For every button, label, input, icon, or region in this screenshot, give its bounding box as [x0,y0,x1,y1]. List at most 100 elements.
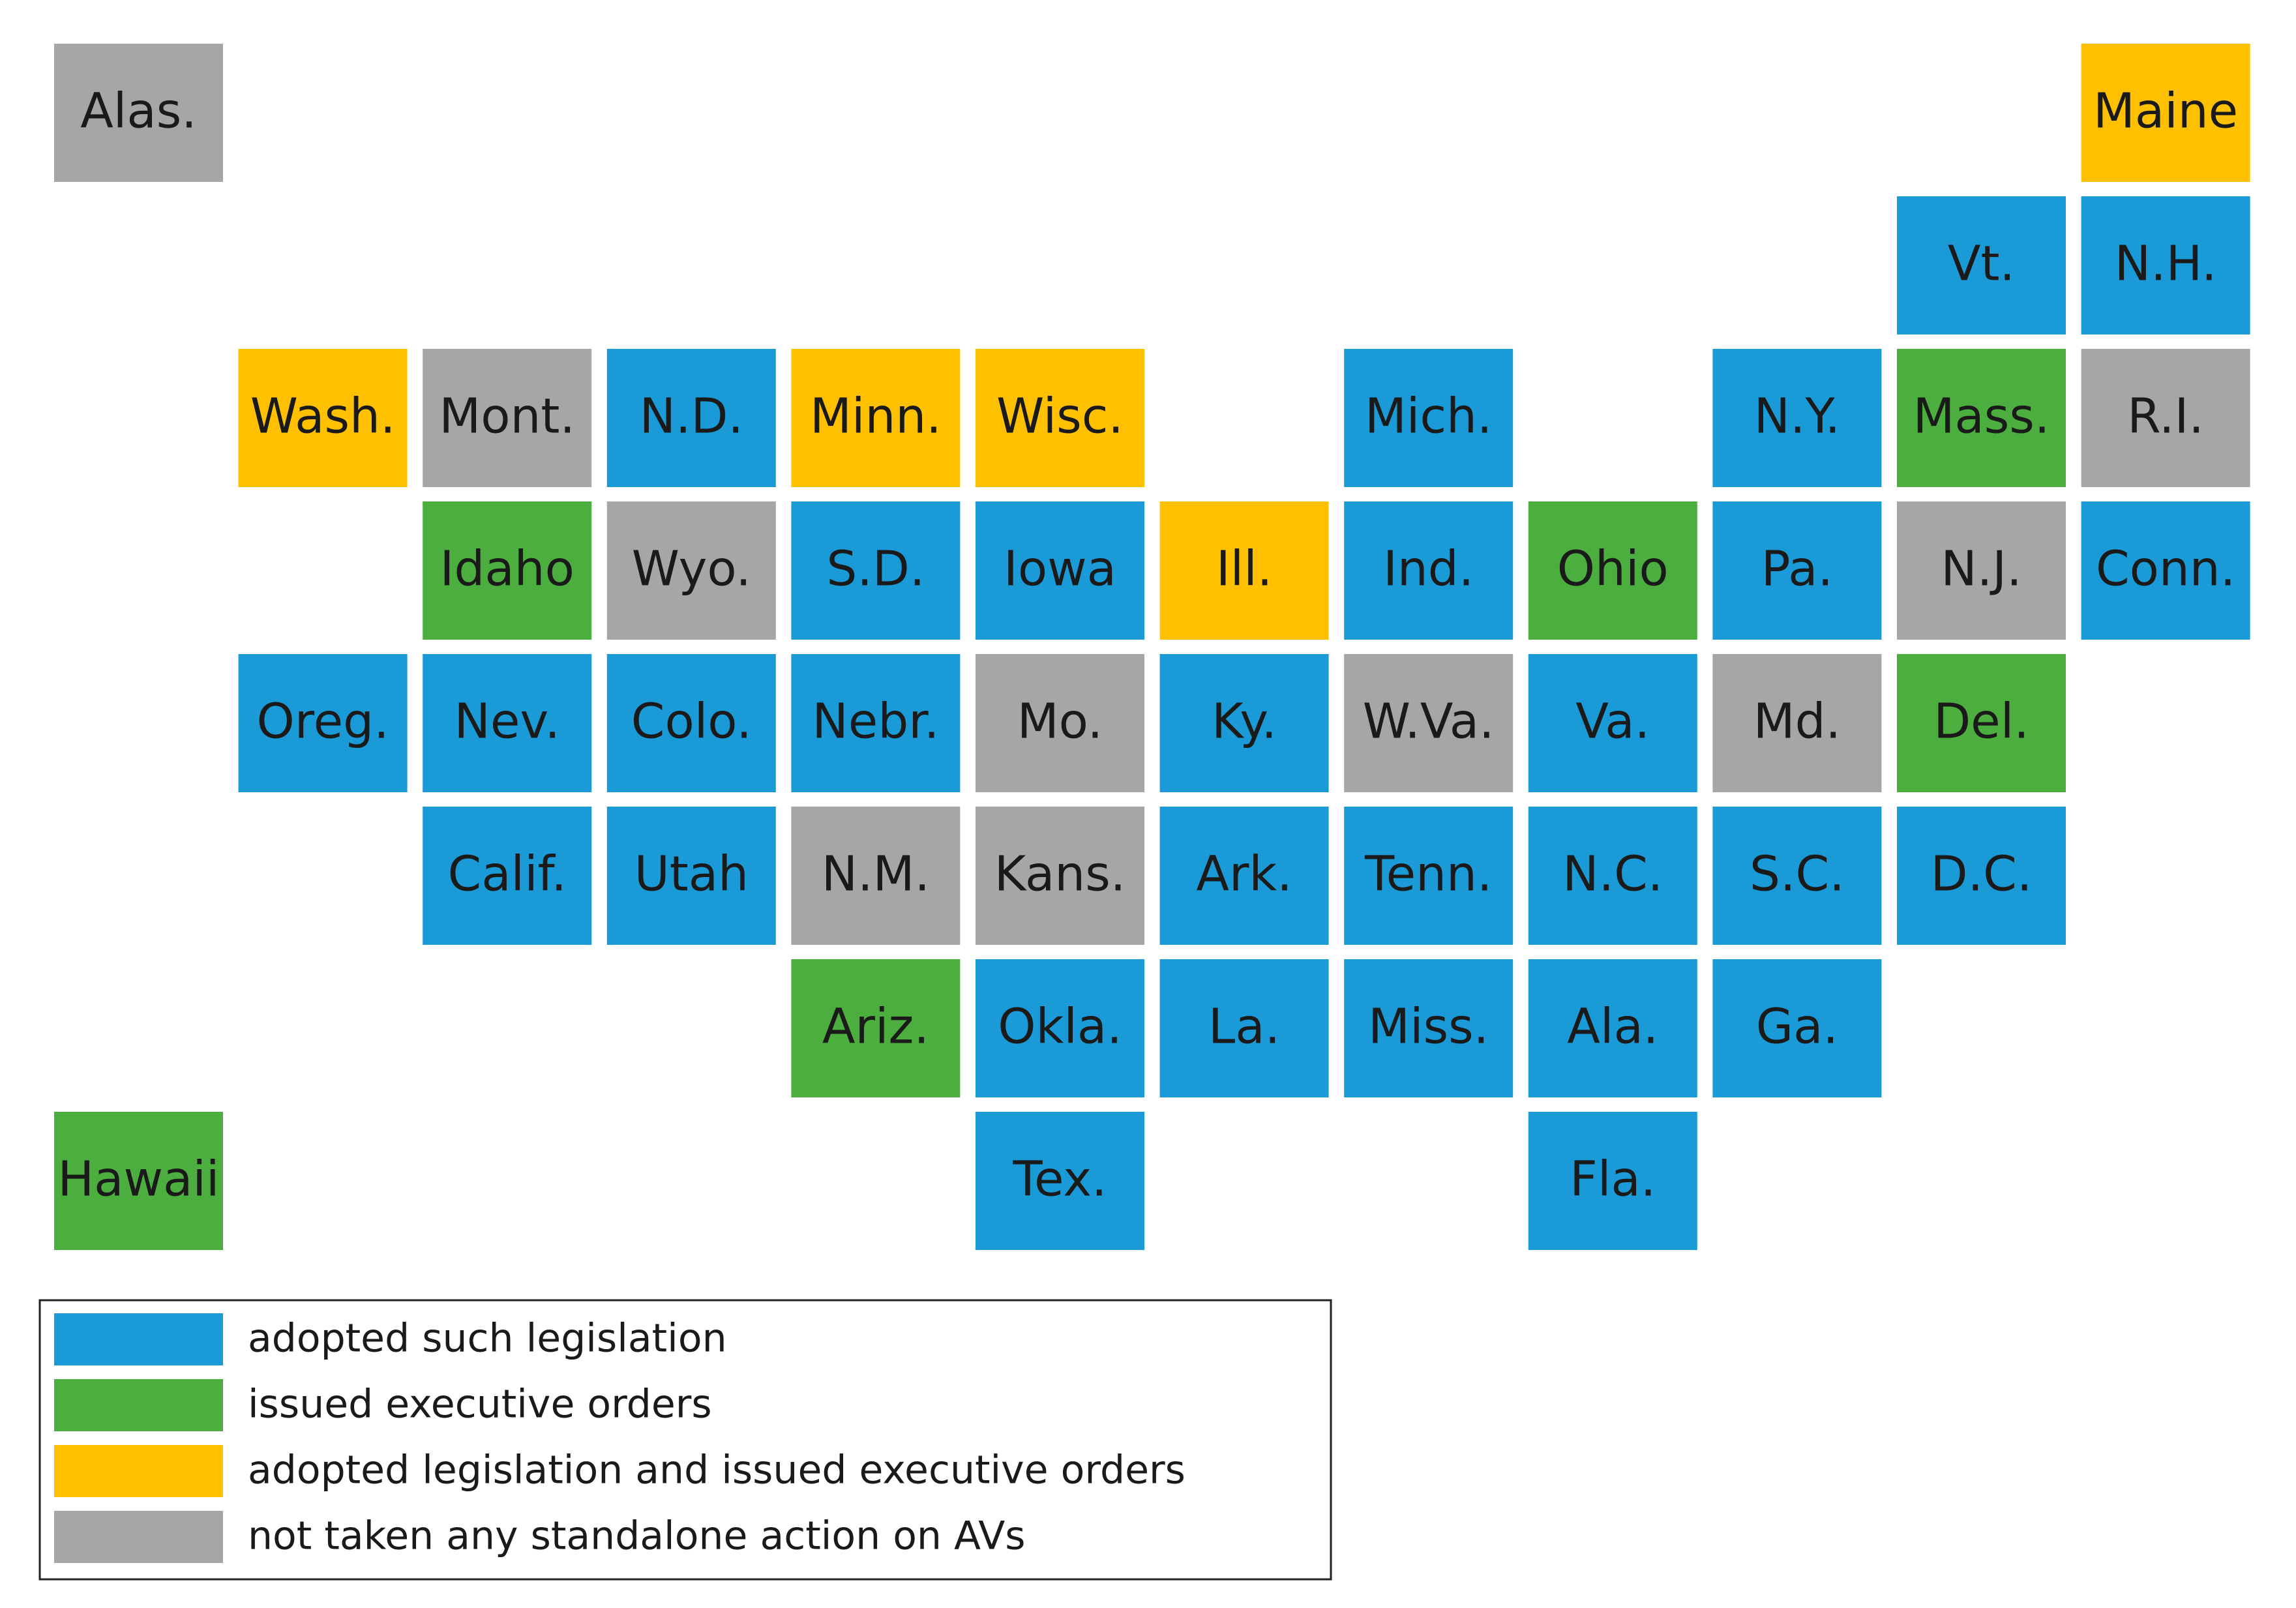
state-tile [1528,654,1697,792]
state-label: Ill. [1216,541,1272,597]
legend-label: issued executive orders [248,1382,712,1427]
state-tile [2081,349,2250,487]
state-tile [976,501,1144,640]
state-tile [606,807,776,945]
state-label: Wash. [250,389,396,445]
state-tile [1528,959,1697,1097]
state-label: Idaho [440,541,574,597]
state-tile [423,807,592,945]
legend-box [38,1299,1332,1581]
state-tile [1159,959,1329,1097]
state-tile [238,654,408,792]
state-label: Ala. [1567,999,1658,1055]
state-tile [1897,196,2066,335]
state-label: S.D. [826,541,925,597]
state-label: N.J. [1941,541,2021,597]
state-tile [1712,959,1882,1097]
state-tile [1159,807,1329,945]
state-label: Ark. [1196,846,1292,902]
legend-label: adopted such legislation [248,1316,727,1362]
state-label: N.D. [640,389,743,445]
state-label: Mont. [439,389,575,445]
state-tile [54,44,223,182]
state-label: Ga. [1756,999,1838,1055]
state-label: Colo. [631,694,752,750]
state-tile [1897,654,2066,792]
state-tile [423,501,592,640]
state-tile [2081,501,2250,640]
state-label: N.C. [1562,846,1663,902]
state-tile [1528,807,1697,945]
state-label: Pa. [1761,541,1833,597]
state-tile [54,1112,223,1250]
state-tile [423,349,592,487]
state-label: R.I. [2127,389,2204,445]
state-tile [2081,196,2250,335]
state-tile [1344,349,1513,487]
state-label: Nebr. [812,694,939,750]
state-label: N.H. [2115,236,2217,292]
state-tile [1712,349,1882,487]
state-label: W.Va. [1363,694,1495,750]
state-label: Tex. [1012,1152,1107,1208]
state-label: S.C. [1750,846,1845,902]
state-tile [1159,654,1329,792]
state-tile [791,807,961,945]
state-tile [1897,501,2066,640]
state-tile [791,654,961,792]
state-tile [791,959,961,1097]
state-label: Va. [1575,694,1650,750]
state-label: Miss. [1368,999,1489,1055]
state-tile [606,501,776,640]
state-tile [1159,501,1329,640]
state-tile [1344,654,1513,792]
state-label: Wisc. [996,389,1124,445]
state-tile [1712,807,1882,945]
state-label: La. [1208,999,1280,1055]
state-label: Okla. [998,999,1122,1055]
state-label: Ohio [1557,541,1669,597]
state-label: Mass. [1913,389,2050,445]
state-label: Minn. [810,389,942,445]
state-tile [238,349,408,487]
state-label: Ky. [1212,694,1277,750]
state-label: D.C. [1931,846,2033,902]
state-tile [791,501,961,640]
state-tile [1897,807,2066,945]
state-tile [1344,501,1513,640]
state-label: Fla. [1570,1152,1656,1208]
state-label: Kans. [994,846,1126,902]
state-tile [1712,654,1882,792]
state-label: Ind. [1383,541,1474,597]
state-label: N.Y. [1754,389,1841,445]
state-tile [606,349,776,487]
state-tile [976,349,1144,487]
state-label: N.M. [822,846,930,902]
state-label: Alas. [80,83,197,140]
state-label: Ariz. [822,999,929,1055]
state-tile [1897,349,2066,487]
state-tile [423,654,592,792]
state-tile [976,807,1144,945]
state-label: Del. [1933,694,2029,750]
state-label: Tenn. [1364,846,1492,902]
state-tile [976,1112,1144,1250]
legend-label: not taken any standalone action on AVs [248,1513,1026,1559]
legend-swatch [54,1313,223,1365]
state-tile [976,959,1144,1097]
state-tile [1344,959,1513,1097]
state-label: Maine [2093,83,2238,140]
state-tile [976,654,1144,792]
state-label: Vt. [1948,236,2015,292]
state-label: Mo. [1017,694,1103,750]
state-label: Oreg. [257,694,389,750]
state-label: Wyo. [632,541,751,597]
state-label: Nev. [454,694,559,750]
state-label: Calif. [448,846,567,902]
state-tile [791,349,961,487]
legend-swatch [54,1379,223,1431]
state-tile [606,654,776,792]
legend-swatch [54,1445,223,1497]
state-tile [2081,44,2250,182]
